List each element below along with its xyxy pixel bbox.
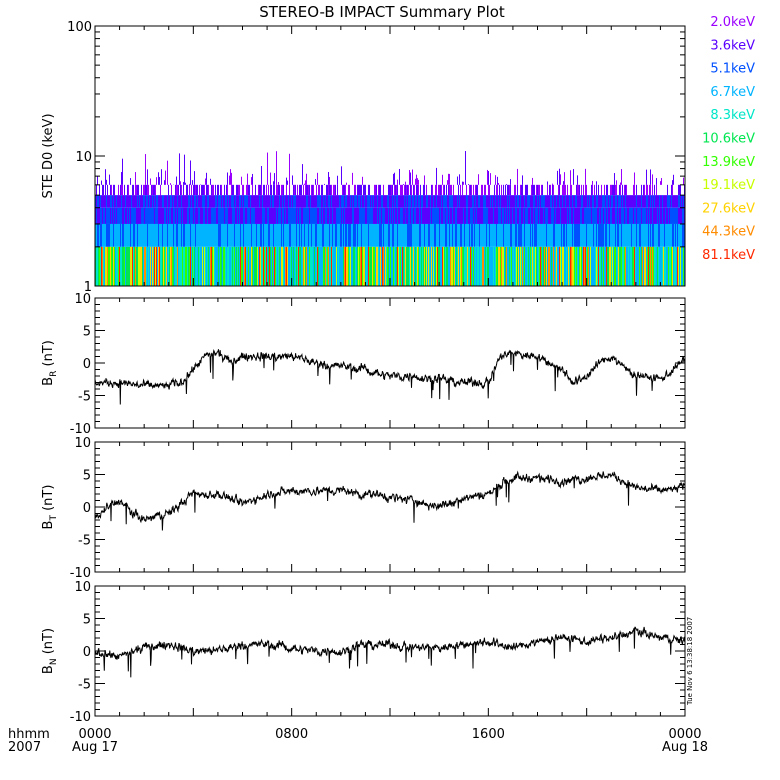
plot-title: STEREO-B IMPACT Summary Plot: [259, 3, 505, 21]
energy-legend-item: 3.6keV: [710, 38, 755, 53]
spectrogram-ytick-label: 10: [75, 150, 92, 165]
date-tick-label: Aug 17: [72, 740, 118, 755]
spectrogram-ytick-label: 100: [67, 20, 92, 35]
spectrogram-ticks: 1 10 100: [67, 20, 686, 295]
bn-panel: -10 -5 0 5 10 BN (nT): [41, 580, 686, 725]
br-panel: -10 -5 0 5 10 BR (nT): [41, 292, 686, 437]
time-axis-row1-label: hhmm: [8, 727, 50, 742]
date-tick-label: Aug 18: [662, 740, 708, 755]
ytick-label: -10: [70, 566, 91, 581]
energy-legend-item: 8.3keV: [710, 108, 755, 123]
ytick-label: -10: [70, 422, 91, 437]
time-tick-label: 0000: [668, 727, 701, 742]
ytick-label: -5: [78, 678, 91, 693]
ytick-label: 5: [83, 469, 91, 484]
ytick-label: -5: [78, 534, 91, 549]
bn-trace: [94, 626, 686, 678]
time-axis-row2-label: 2007: [8, 740, 41, 755]
energy-legend-item: 44.3keV: [702, 225, 755, 240]
ytick-label: 5: [83, 613, 91, 628]
ytick-label: -5: [78, 390, 91, 405]
spectrogram-ylabel: STE D0 (keV): [41, 113, 56, 198]
energy-legend-item: 5.1keV: [710, 62, 755, 77]
panel-ylabel: BR (nT): [41, 340, 59, 386]
ytick-label: 0: [83, 645, 91, 660]
time-tick-label: 1600: [472, 727, 505, 742]
spectrogram-ytick-label: 1: [84, 280, 92, 295]
ytick-label: 5: [83, 325, 91, 340]
energy-legend-item: 81.1keV: [702, 248, 755, 263]
ytick-label: -10: [70, 710, 91, 725]
bt-panel: -10 -5 0 5 10 BT (nT): [41, 436, 686, 581]
energy-legend-item: 27.6keV: [702, 201, 755, 216]
panel-frame: [94, 585, 686, 717]
time-tick-label: 0000: [78, 727, 111, 742]
panel-ylabel: BT (nT): [41, 485, 59, 530]
ytick-label: 10: [74, 436, 91, 451]
energy-legend-item: 2.0keV: [710, 15, 755, 30]
energy-legend-item: 6.7keV: [710, 85, 755, 100]
panel-frame: [94, 441, 686, 573]
energy-legend-item: 10.6keV: [702, 132, 755, 147]
bt-trace: [94, 470, 686, 531]
br-trace: [94, 349, 686, 405]
energy-legend: 2.0keV 3.6keV 5.1keV 6.7keV 8.3keV 10.6keV 13.…: [702, 15, 755, 263]
spectrogram-panel: 1 10 100 STE D0 (keV) 2.0keV 3.6keV 5.1keV 6.…: [41, 15, 755, 295]
panel-ylabel: BN (nT): [41, 628, 59, 674]
energy-legend-item: 13.9keV: [702, 155, 755, 170]
ytick-label: 10: [74, 292, 91, 307]
ytick-label: 10: [74, 580, 91, 595]
time-tick-label: 0800: [275, 727, 308, 742]
spectrogram-data: [95, 151, 685, 286]
ytick-label: 0: [83, 357, 91, 372]
ytick-label: 0: [83, 501, 91, 516]
generation-timestamp: Tue Nov 6 13:38:18 2007: [686, 617, 694, 706]
energy-legend-item: 19.1keV: [702, 178, 755, 193]
